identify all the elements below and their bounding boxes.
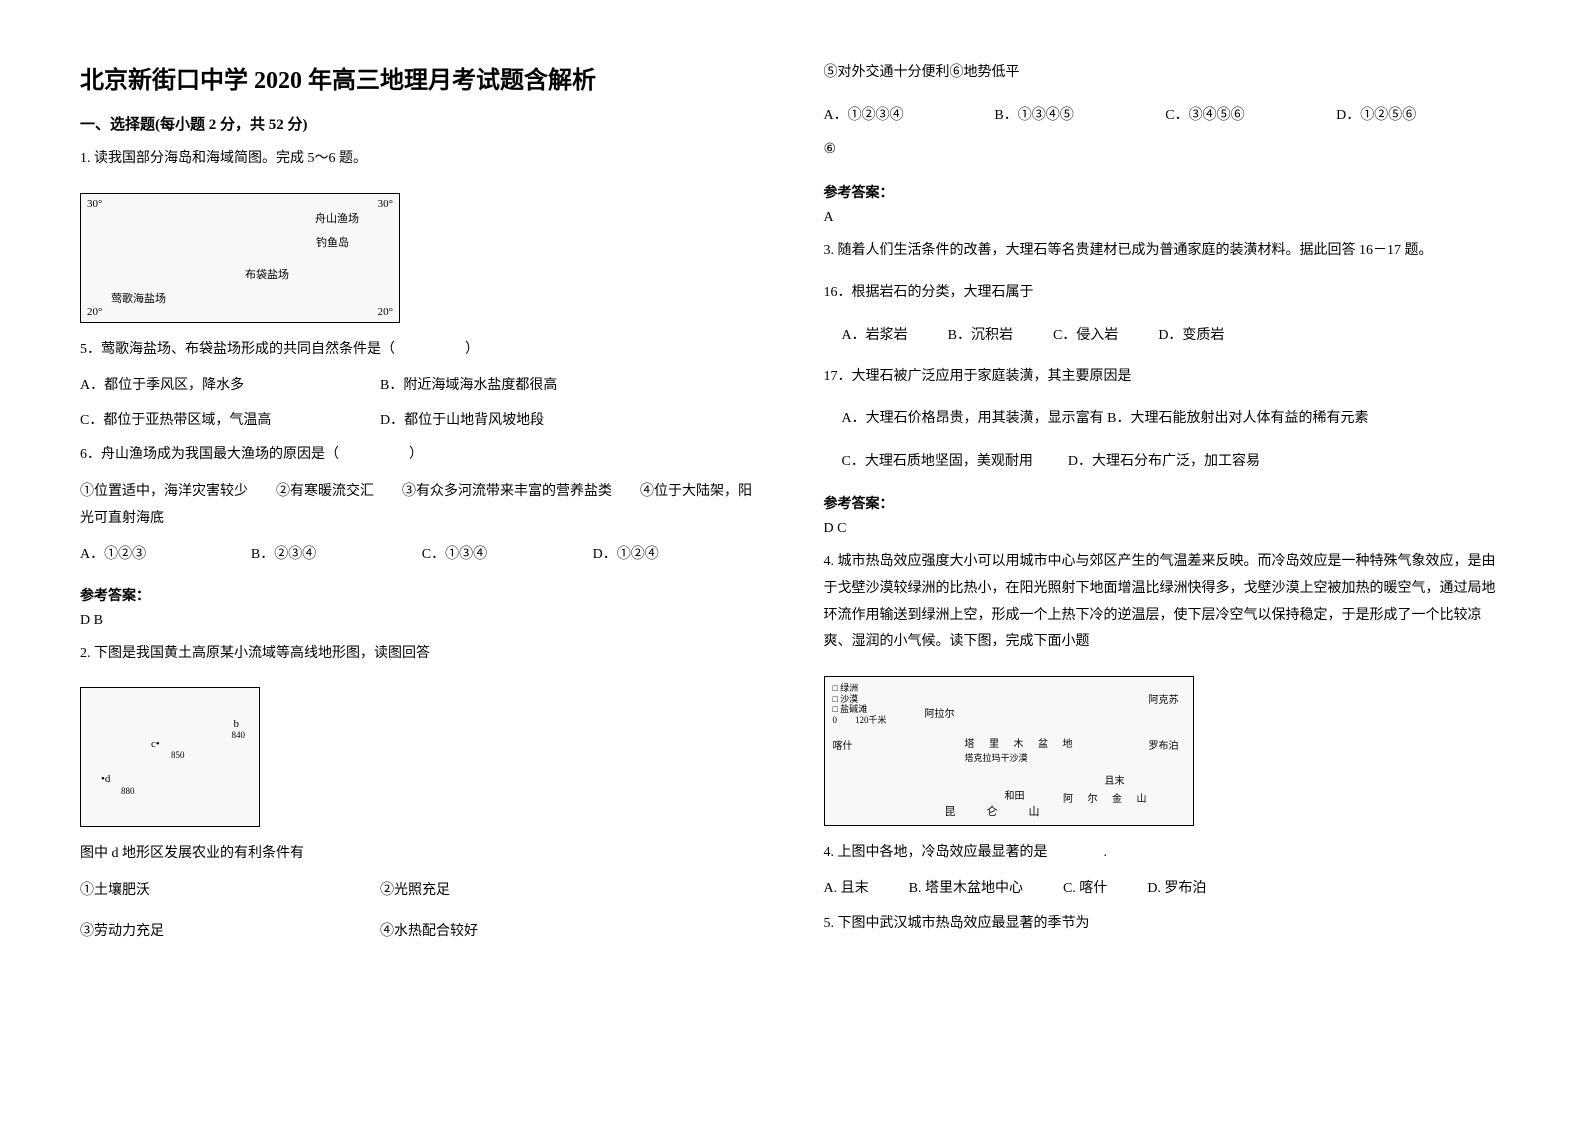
q17-opt-b: B．大理石能放射出对人体有益的稀有元素 (1107, 411, 1368, 426)
q1-intro: 1. 读我国部分海岛和海域简图。完成 5～6 题。 (80, 146, 764, 173)
q3-answer-label: 参考答案： (824, 493, 1508, 513)
map-image-3: □ 绿洲□ 沙漠□ 盐碱滩0 120千米 昆 仑 山 塔 里 木 盆 地 塔克拉… (824, 676, 1194, 826)
q16-opt-c: C．侵入岩 (1053, 323, 1118, 350)
q2-answer: A (824, 210, 1508, 226)
section-header: 一、选择题(每小题 2 分，共 52 分) (80, 113, 764, 134)
q16-opt-d: D．变质岩 (1158, 323, 1224, 350)
map-image-2: c• b •d 850 840 880 (80, 687, 260, 827)
q5-opt-d: D．都位于山地背风坡地段 (380, 408, 544, 435)
q16-text: 16．根据岩石的分类，大理石属于 (824, 280, 1508, 307)
q16-opt-a: A．岩浆岩 (842, 323, 908, 350)
q2-opt2: ②光照充足 (380, 878, 450, 905)
q2-opt1: ①土壤肥沃 (80, 878, 380, 905)
q2r-opt-b: B．①③④⑤ (994, 103, 1165, 130)
q2-opt3: ③劳动力充足 (80, 919, 380, 946)
map1-lat30l: 30° (87, 198, 102, 210)
q2r-extra: ⑥ (824, 137, 1508, 164)
map1-lat20l: 20° (87, 306, 102, 318)
q1-answer: D B (80, 613, 764, 629)
q6-opt-d: D．①②④ (593, 542, 764, 569)
map-image-1: 30° 30° 20° 20° 舟山渔场 钓鱼岛 布袋盐场 莺歌海盐场 (80, 193, 400, 323)
q2-options: A．①②③④ B．①③④⑤ C．③④⑤⑥ D．①②⑤⑥ (824, 103, 1508, 130)
right-column: ⑤对外交通十分便利⑥地势低平 A．①②③④ B．①③④⑤ C．③④⑤⑥ D．①②… (824, 60, 1508, 1062)
map1-diaoyu: 钓鱼岛 (316, 234, 349, 250)
q16-options: A．岩浆岩 B．沉积岩 C．侵入岩 D．变质岩 (842, 323, 1508, 350)
q2-answer-label: 参考答案： (824, 182, 1508, 202)
q16-opt-b: B．沉积岩 (948, 323, 1013, 350)
map1-yingge: 莺歌海盐场 (111, 290, 166, 306)
document-title: 北京新街口中学 2020 年高三地理月考试题含解析 (80, 60, 764, 95)
q5-options-row2: C．都位于亚热带区域，气温高 D．都位于山地背风坡地段 (80, 408, 764, 435)
q4-q5text: 5. 下图中武汉城市热岛效应最显著的季节为 (824, 911, 1508, 938)
q4-opt-b: B. 塔里木盆地中心 (909, 876, 1023, 903)
q17-opts-row1: A．大理石价格昂贵，用其装潢，显示富有 B．大理石能放射出对人体有益的稀有元素 (842, 406, 1508, 433)
q5-opt-b: B．附近海域海水盐度都很高 (380, 373, 557, 400)
map1-lat20r: 20° (378, 306, 393, 318)
q6-opt-a: A．①②③ (80, 542, 251, 569)
left-column: 北京新街口中学 2020 年高三地理月考试题含解析 一、选择题(每小题 2 分，… (80, 60, 764, 1062)
q17-opt-d: D．大理石分布广泛，加工容易 (1068, 454, 1260, 469)
q2-opts-row2: ③劳动力充足 ④水热配合较好 (80, 919, 764, 946)
map1-lat30r: 30° (378, 198, 393, 210)
q4-opt-c: C. 喀什 (1063, 876, 1107, 903)
q4-intro: 4. 城市热岛效应强度大小可以用城市中心与郊区产生的气温差来反映。而冷岛效应是一… (824, 549, 1508, 655)
q2-line5: ⑤对外交通十分便利⑥地势低平 (824, 60, 1508, 87)
q4-options: A. 且末 B. 塔里木盆地中心 C. 喀什 D. 罗布泊 (824, 876, 1508, 903)
q3-answer: D C (824, 521, 1508, 537)
q6-options: A．①②③ B．②③④ C．①③④ D．①②④ (80, 542, 764, 569)
q17-opts-row2: C．大理石质地坚固，美观耐用 D．大理石分布广泛，加工容易 (842, 449, 1508, 476)
q17-opt-a: A．大理石价格昂贵，用其装潢，显示富有 (842, 411, 1104, 426)
q4-opt-d: D. 罗布泊 (1147, 876, 1206, 903)
q2r-opt-c: C．③④⑤⑥ (1165, 103, 1336, 130)
q17-text: 17．大理石被广泛应用于家庭装潢，其主要原因是 (824, 364, 1508, 391)
q4-q4text: 4. 上图中各地，冷岛效应最显著的是 . (824, 840, 1508, 867)
q2-opt4: ④水热配合较好 (380, 919, 478, 946)
q5-opt-a: A．都位于季风区，降水多 (80, 373, 380, 400)
map1-budai: 布袋盐场 (245, 266, 289, 282)
q17-opt-c: C．大理石质地坚固，美观耐用 (842, 454, 1033, 469)
q2-intro: 2. 下图是我国黄土高原某小流域等高线地形图，读图回答 (80, 641, 764, 668)
q5-text: 5．莺歌海盐场、布袋盐场形成的共同自然条件是（ ） (80, 337, 764, 364)
q6-desc: ①位置适中，海洋灾害较少 ②有寒暖流交汇 ③有众多河流带来丰富的营养盐类 ④位于… (80, 479, 764, 532)
q1-answer-label: 参考答案： (80, 585, 764, 605)
q2r-opt-a: A．①②③④ (824, 103, 995, 130)
q6-opt-b: B．②③④ (251, 542, 422, 569)
q6-opt-c: C．①③④ (422, 542, 593, 569)
q2-text: 图中 d 地形区发展农业的有利条件有 (80, 841, 764, 868)
q4-opt-a: A. 且末 (824, 876, 869, 903)
q3-intro: 3. 随着人们生活条件的改善，大理石等名贵建材已成为普通家庭的装潢材料。据此回答… (824, 238, 1508, 265)
q6-text: 6．舟山渔场成为我国最大渔场的原因是（ ） (80, 442, 764, 469)
q2r-opt-d: D．①②⑤⑥ (1336, 103, 1507, 130)
q5-options-row1: A．都位于季风区，降水多 B．附近海域海水盐度都很高 (80, 373, 764, 400)
q5-opt-c: C．都位于亚热带区域，气温高 (80, 408, 380, 435)
map1-zhoushan: 舟山渔场 (315, 210, 359, 226)
q2-opts-row1: ①土壤肥沃 ②光照充足 (80, 878, 764, 905)
